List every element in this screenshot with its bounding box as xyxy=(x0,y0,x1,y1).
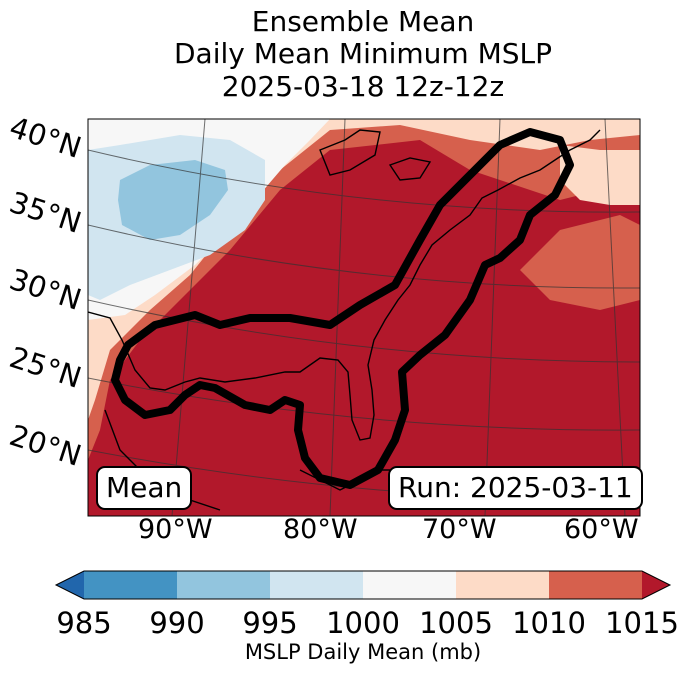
map-frame xyxy=(87,118,641,517)
map-area xyxy=(88,119,640,516)
colorbar-tick-990: 990 xyxy=(149,606,205,640)
colorbar-tick-985: 985 xyxy=(56,606,112,640)
pressure-field-1005-east xyxy=(560,145,640,205)
colorbar-segment-990 xyxy=(177,571,270,599)
colorbar-tick-1015: 1015 xyxy=(605,606,679,640)
title-line-1: Ensemble Mean xyxy=(251,5,475,38)
colorbar-tick-1010: 1010 xyxy=(512,606,586,640)
colorbar-tick-995: 995 xyxy=(242,606,298,640)
colorbar-extend-high xyxy=(642,571,670,599)
colorbar-tick-1005: 1005 xyxy=(419,606,493,640)
run-date-box: Run: 2025-03-11 xyxy=(388,466,643,510)
colorbar-extend-low xyxy=(56,571,84,599)
lon-label-90: 90°W xyxy=(138,514,213,545)
colorbar-tick-1000: 1000 xyxy=(326,606,400,640)
colorbar-segment-995 xyxy=(270,571,363,599)
mslp-mean-contour xyxy=(111,128,574,489)
title-line-2: Daily Mean Minimum MSLP xyxy=(173,37,552,70)
colorbar-segment-985 xyxy=(84,571,177,599)
lon-label-60: 60°W xyxy=(564,514,639,545)
lon-label-80: 80°W xyxy=(283,514,358,545)
colorbar-segment-1010 xyxy=(549,571,642,599)
lon-label-70: 70°W xyxy=(422,514,497,545)
colorbar-outline xyxy=(54,570,672,600)
title-line-3: 2025-03-18 12z-12z xyxy=(221,70,505,103)
colorbar xyxy=(54,570,672,600)
colorbar-segment-1005 xyxy=(456,571,549,599)
colorbar-label: MSLP Daily Mean (mb) xyxy=(244,640,482,664)
colorbar-segment-1000 xyxy=(363,571,456,599)
pressure-field-1010-east xyxy=(520,215,640,310)
mean-label-box: Mean xyxy=(96,466,193,510)
pressure-field-990 xyxy=(118,160,228,240)
